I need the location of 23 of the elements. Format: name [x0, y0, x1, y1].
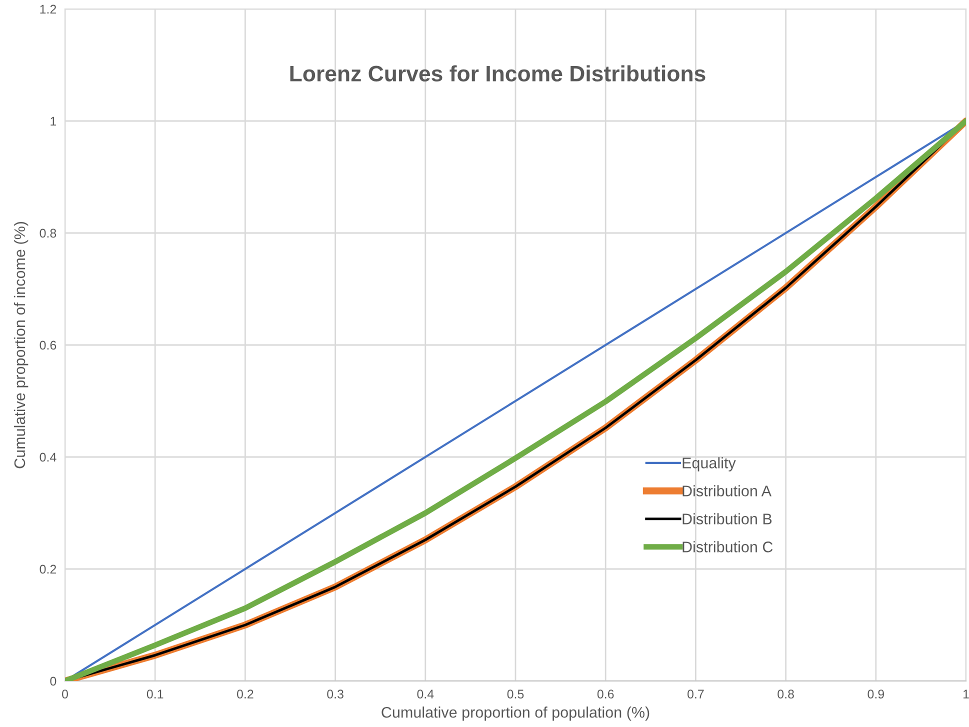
x-tick-label: 0.5 [507, 690, 524, 699]
y-tick-label: 0 [50, 676, 56, 686]
x-tick-label: 0.1 [146, 690, 164, 699]
text: Lorenz Curves for Income Distributions [290, 65, 706, 82]
legend-label: Equality [682, 457, 736, 472]
y-tick-label: 1.2 [40, 4, 56, 14]
y-tick-label: 0.4 [40, 452, 56, 462]
legend-label: Distribution B [682, 513, 772, 524]
x-tick-label: 0 [62, 690, 68, 699]
x-tick-label: 0.7 [688, 690, 704, 699]
y-axis-title: Cumulative proportion of income (%) [14, 222, 28, 468]
x-tick-label: 1 [963, 690, 969, 698]
y-tick-label: 0.6 [40, 340, 56, 350]
x-tick-label: 0.9 [868, 690, 884, 699]
x-tick-label: 0.8 [778, 690, 794, 699]
y-tick-label: 0.8 [40, 228, 56, 238]
x-tick-label: 0.2 [237, 690, 254, 699]
x-tick-label: 0.6 [597, 690, 614, 699]
x-axis-title: Cumulative proportion of population (%) [382, 706, 650, 721]
y-tick-label: 0.2 [40, 564, 56, 574]
y-tick-label: 1 [50, 116, 56, 126]
x-tick-label: 0.4 [417, 690, 434, 699]
x-tick-label: 0.3 [327, 690, 344, 699]
